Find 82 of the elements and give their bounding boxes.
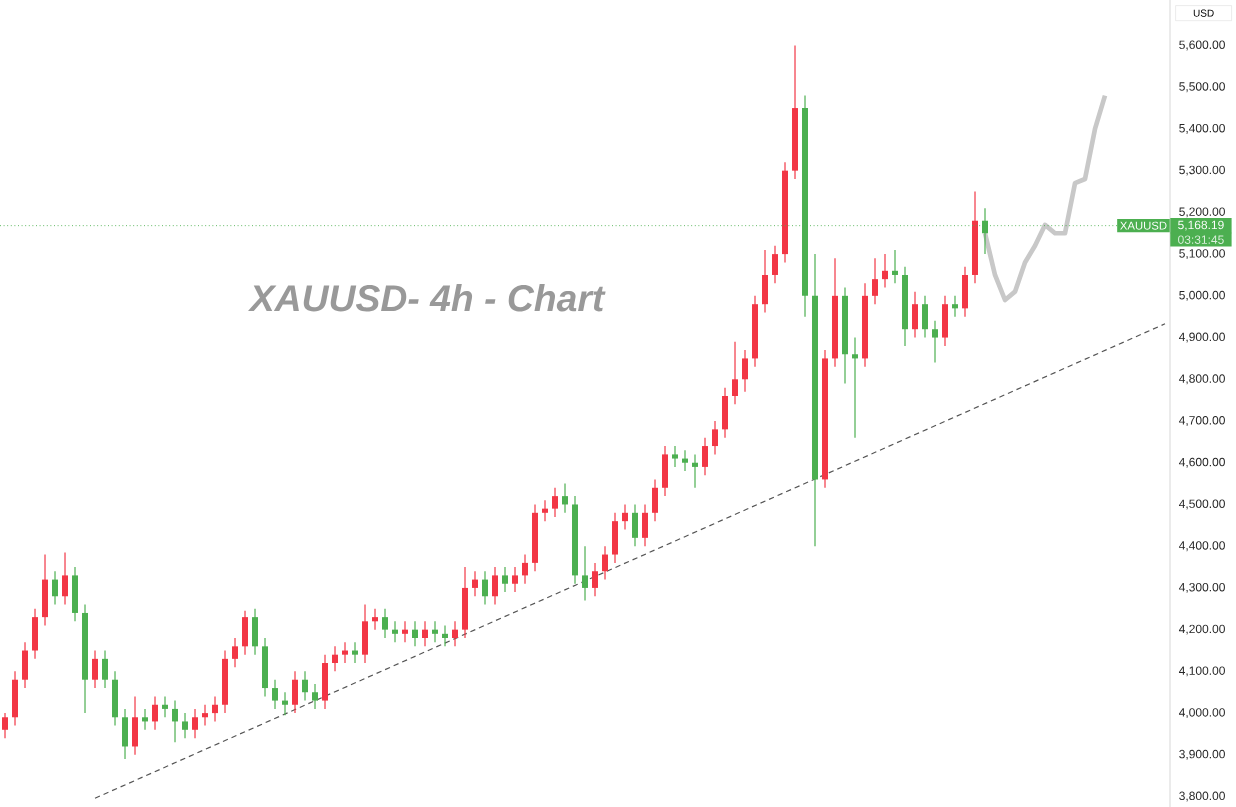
candlestick	[142, 708, 149, 731]
candlestick	[712, 420, 719, 455]
candlestick	[692, 453, 698, 489]
candlestick	[452, 620, 459, 647]
candlestick	[852, 336, 859, 439]
candlestick	[892, 249, 898, 284]
y-tick-label: 4,000.00	[1178, 708, 1225, 719]
y-tick-label: 5,200.00	[1179, 207, 1225, 218]
candlestick	[62, 551, 69, 606]
candlestick	[672, 445, 678, 468]
candlestick	[592, 562, 599, 597]
candlestick	[442, 624, 449, 647]
candlestick	[202, 704, 209, 727]
candlestick	[502, 566, 509, 593]
y-tick-label: 5,600.00	[1179, 40, 1225, 51]
candlestick	[482, 570, 489, 606]
candlestick	[582, 545, 589, 602]
candlestick	[212, 695, 219, 723]
line-series	[982, 93, 1108, 303]
y-tick-label: 5,400.00	[1179, 123, 1225, 134]
candlestick	[522, 553, 529, 585]
y-tick-label: 4,700.00	[1178, 416, 1225, 426]
text: 03:31:45	[1178, 235, 1224, 244]
candlestick	[352, 641, 359, 664]
y-tick-label: 5,500.00	[1179, 82, 1225, 93]
y-tick-label: 4,200.00	[1178, 624, 1225, 635]
candlestick	[562, 483, 569, 514]
candlestick	[402, 620, 409, 643]
candlestick	[882, 253, 888, 289]
y-tick-label: 4,900.00	[1178, 332, 1225, 343]
candlestick	[392, 620, 399, 643]
candlestick	[372, 608, 379, 631]
candlestick	[602, 545, 608, 581]
candlestick	[432, 620, 439, 643]
candlestick	[772, 245, 779, 284]
candlestick	[542, 499, 549, 522]
y-tick-label: 4,300.00	[1178, 582, 1225, 593]
y-tick-label: 4,800.00	[1178, 374, 1225, 385]
candlestick	[182, 712, 189, 739]
y-tick-label: 5,100.00	[1179, 249, 1225, 260]
candlestick	[872, 257, 878, 305]
candlestick	[302, 670, 309, 702]
candlestick	[932, 320, 938, 364]
text: XAUUSD- 4h - Chart	[248, 284, 606, 312]
candlestick	[952, 295, 958, 318]
candlestick	[702, 437, 709, 476]
candlestick	[332, 645, 339, 672]
y-tick-label: 3,900.00	[1179, 749, 1225, 760]
candlestick	[342, 641, 349, 664]
candlestick	[422, 620, 429, 647]
candlestick	[192, 708, 199, 739]
candlestick	[742, 349, 748, 393]
candlestick	[52, 570, 59, 606]
candlestick	[412, 620, 419, 647]
candlestick	[272, 679, 279, 710]
candlestick	[312, 683, 319, 710]
candlestick	[102, 649, 109, 689]
candlestick	[732, 341, 738, 405]
y-tick-label: 3,800.00	[1179, 791, 1225, 802]
candlestick	[232, 637, 239, 668]
candlestick	[152, 695, 159, 731]
candlestick	[492, 566, 499, 606]
y-tick-label: 4,600.00	[1178, 457, 1225, 468]
candlestick	[282, 691, 289, 716]
candlestick	[682, 449, 688, 472]
candlestick	[382, 608, 389, 639]
y-tick-label: 5,000.00	[1179, 290, 1225, 301]
y-axis-title: USD	[1193, 9, 1214, 17]
candlestick	[622, 503, 629, 531]
y-tick-label: 4,500.00	[1178, 499, 1225, 510]
ref-line-label: XAUUSD	[1120, 221, 1167, 230]
candlestick	[512, 566, 519, 593]
text: 5,168.19	[1178, 220, 1224, 231]
y-tick-label: 4,400.00	[1178, 541, 1225, 552]
candlestick	[552, 487, 559, 518]
y-tick-label: 4,100.00	[1178, 666, 1225, 677]
candlestick	[2, 712, 9, 739]
candlestick	[172, 699, 179, 743]
candlestick	[162, 695, 169, 718]
candlestick	[92, 649, 99, 689]
candlestick	[472, 570, 479, 597]
y-tick-label: 5,300.00	[1179, 165, 1225, 176]
